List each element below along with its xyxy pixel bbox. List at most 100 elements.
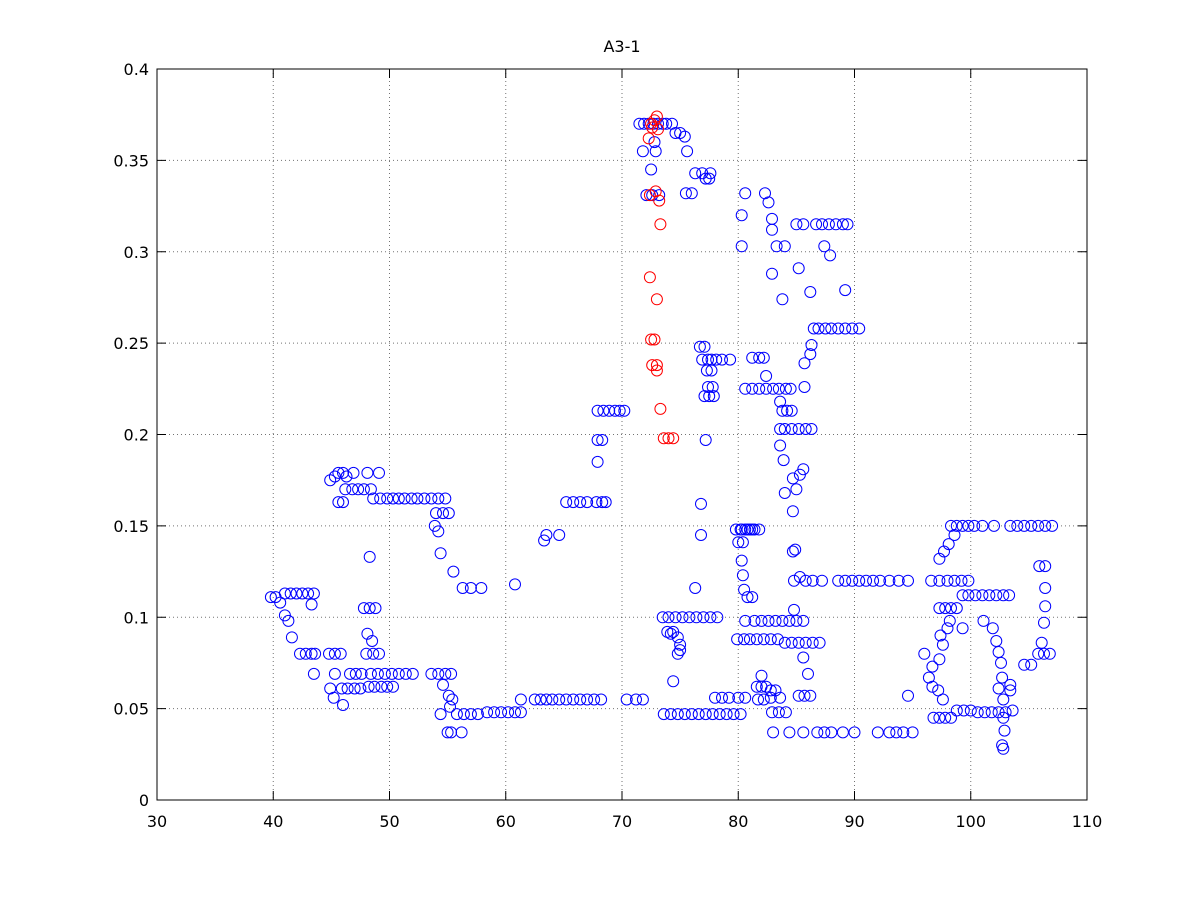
blue-data-point — [790, 614, 803, 627]
blue-data-point — [998, 724, 1011, 737]
blue-data-point — [581, 693, 594, 706]
blue-data-point — [945, 711, 957, 724]
blue-data-point — [962, 589, 975, 602]
data-points — [264, 110, 1059, 755]
blue-data-point — [307, 667, 320, 680]
blue-data-point — [839, 574, 852, 587]
blue-data-point — [757, 633, 770, 646]
blue-data-point — [760, 370, 773, 382]
blue-data-point — [997, 742, 1010, 755]
blue-data-point — [746, 351, 759, 364]
blue-data-point — [746, 523, 759, 536]
blue-data-point — [1033, 560, 1046, 573]
blue-data-point — [392, 667, 405, 680]
blue-data-point — [906, 726, 919, 739]
blue-data-point — [1039, 560, 1052, 573]
blue-data-point — [735, 209, 748, 222]
blue-data-point — [941, 574, 954, 587]
blue-data-point — [363, 602, 376, 615]
red-data-point — [657, 432, 670, 445]
blue-data-point — [574, 693, 587, 706]
blue-data-point — [769, 614, 782, 627]
blue-data-point — [871, 726, 884, 739]
red-data-point — [643, 189, 656, 202]
blue-data-point — [305, 647, 318, 660]
blue-data-point — [475, 582, 488, 594]
red-data-point — [650, 110, 663, 123]
blue-data-point — [1046, 519, 1059, 532]
blue-data-point — [784, 382, 797, 395]
blue-data-point — [739, 614, 752, 627]
blue-data-point — [375, 680, 388, 693]
blue-data-point — [446, 693, 459, 706]
blue-data-point — [278, 587, 291, 600]
blue-data-point — [335, 682, 348, 695]
blue-data-point — [341, 682, 354, 695]
blue-data-point — [890, 726, 903, 739]
blue-data-point — [398, 492, 411, 505]
blue-data-point — [760, 382, 773, 395]
blue-data-point — [942, 538, 955, 551]
blue-data-point — [418, 492, 431, 505]
blue-data-point — [971, 706, 984, 719]
blue-data-point — [739, 382, 752, 395]
blue-data-point — [464, 582, 477, 594]
blue-data-point — [590, 496, 603, 509]
blue-data-point — [798, 357, 811, 370]
blue-data-point — [553, 529, 566, 541]
blue-data-point — [653, 189, 666, 202]
blue-data-point — [434, 708, 447, 721]
blue-data-point — [810, 218, 823, 231]
blue-data-point — [748, 614, 761, 627]
blue-data-point — [955, 574, 968, 587]
blue-data-point — [553, 693, 566, 706]
blue-data-point — [778, 636, 791, 649]
blue-data-point — [805, 339, 818, 351]
blue-data-point — [434, 547, 447, 560]
blue-data-point — [774, 439, 787, 452]
blue-data-point — [437, 678, 449, 691]
blue-data-point — [697, 611, 710, 624]
blue-data-point — [425, 492, 438, 505]
blue-data-point — [689, 582, 702, 594]
red-data-point — [667, 432, 680, 445]
blue-data-point — [788, 574, 800, 587]
blue-data-point — [560, 496, 573, 509]
blue-data-point — [645, 163, 658, 176]
blue-data-point — [385, 667, 398, 680]
blue-data-point — [667, 675, 680, 688]
blue-data-point — [381, 680, 394, 693]
blue-data-point — [736, 536, 749, 549]
blue-data-point — [788, 603, 800, 616]
blue-data-point — [444, 700, 456, 713]
blue-data-point — [1025, 658, 1038, 671]
blue-data-point — [366, 635, 379, 647]
blue-data-point — [567, 693, 580, 706]
blue-data-point — [797, 651, 810, 664]
blue-data-point — [792, 636, 805, 649]
blue-data-point — [743, 633, 756, 646]
blue-data-point — [988, 519, 1000, 532]
blue-data-point — [786, 505, 799, 518]
blue-data-point — [950, 519, 963, 532]
blue-data-point — [674, 638, 687, 651]
blue-data-point — [818, 726, 831, 739]
blue-data-point — [741, 591, 754, 604]
blue-data-point — [514, 706, 527, 719]
blue-data-point — [534, 693, 547, 706]
blue-data-point — [456, 582, 469, 594]
blue-data-point — [450, 708, 463, 721]
blue-data-point — [739, 691, 752, 704]
blue-data-point — [574, 496, 587, 509]
blue-data-point — [1018, 519, 1031, 532]
blue-data-point — [997, 693, 1010, 706]
blue-data-point — [992, 706, 1005, 719]
blue-data-point — [724, 353, 737, 366]
blue-data-point — [674, 644, 687, 657]
blue-data-point — [481, 706, 494, 719]
blue-data-point — [591, 404, 604, 417]
blue-data-point — [445, 667, 458, 680]
blue-data-point — [591, 455, 604, 468]
blue-data-point — [992, 682, 1005, 695]
